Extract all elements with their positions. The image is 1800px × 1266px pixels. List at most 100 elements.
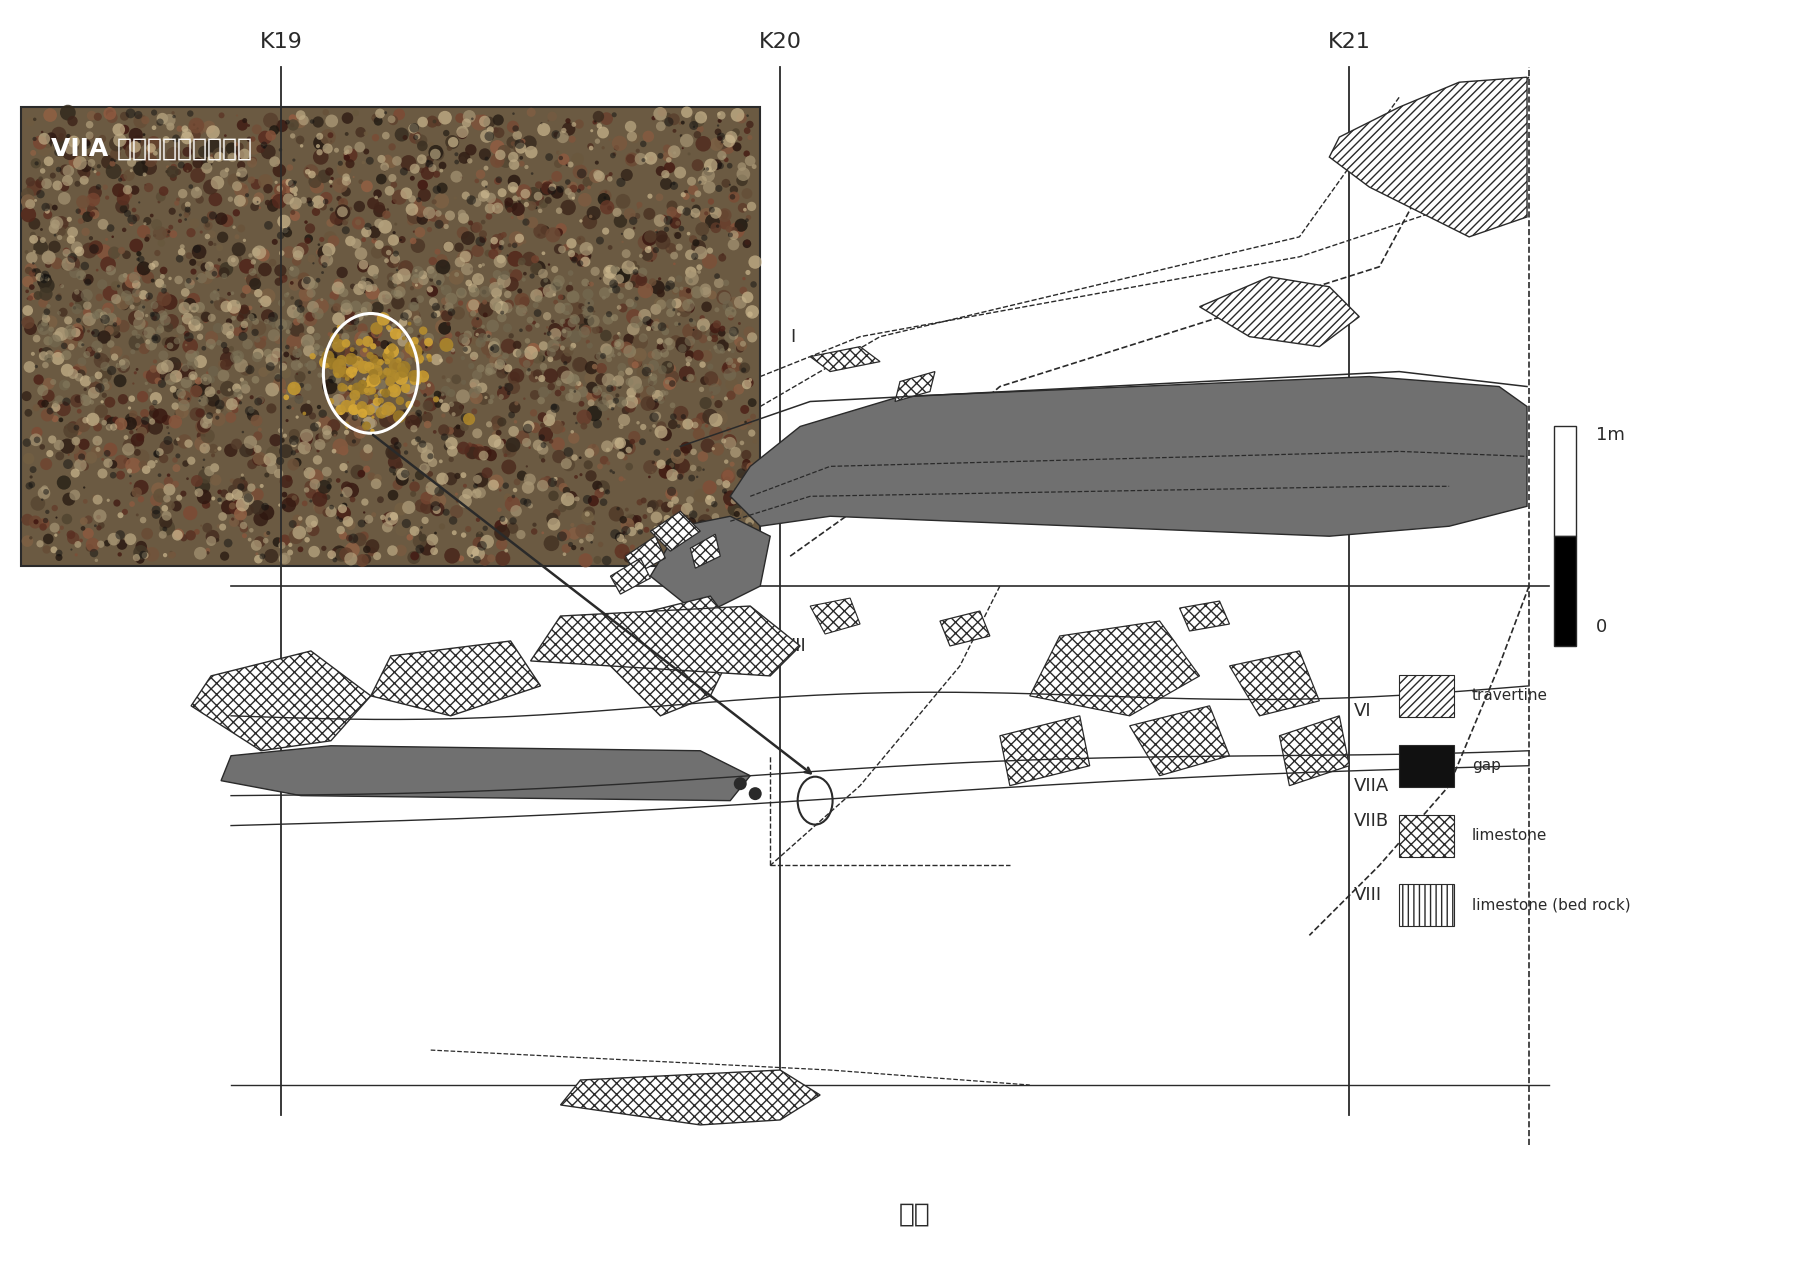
Circle shape [212, 271, 218, 276]
Circle shape [281, 190, 293, 203]
Circle shape [194, 377, 202, 385]
Circle shape [410, 439, 418, 446]
Circle shape [419, 167, 425, 173]
Circle shape [320, 192, 333, 205]
Circle shape [549, 323, 562, 337]
Circle shape [304, 363, 308, 367]
Circle shape [599, 287, 610, 299]
Circle shape [410, 527, 419, 536]
Circle shape [526, 324, 533, 332]
Circle shape [437, 111, 452, 124]
Circle shape [320, 253, 333, 266]
Circle shape [293, 114, 306, 128]
Circle shape [664, 515, 671, 522]
Circle shape [333, 357, 342, 367]
Polygon shape [650, 511, 700, 551]
Circle shape [468, 220, 473, 225]
Circle shape [227, 173, 241, 187]
Circle shape [68, 303, 74, 306]
Circle shape [216, 538, 220, 542]
Circle shape [185, 343, 187, 347]
Circle shape [295, 135, 304, 144]
Circle shape [598, 485, 603, 489]
Circle shape [207, 314, 216, 322]
Circle shape [302, 334, 313, 346]
Circle shape [239, 476, 245, 482]
Circle shape [292, 348, 302, 358]
Circle shape [396, 524, 409, 537]
Text: VI: VI [1354, 701, 1372, 720]
Circle shape [95, 268, 99, 271]
Circle shape [387, 309, 391, 313]
Circle shape [716, 479, 722, 485]
Circle shape [180, 534, 187, 542]
Circle shape [317, 149, 322, 156]
Circle shape [331, 306, 338, 313]
Circle shape [488, 341, 499, 352]
Circle shape [353, 284, 365, 295]
Circle shape [382, 210, 391, 219]
Circle shape [252, 329, 259, 335]
Circle shape [466, 299, 481, 314]
Circle shape [430, 496, 441, 506]
Circle shape [50, 523, 59, 533]
Circle shape [441, 394, 445, 396]
Circle shape [317, 133, 324, 139]
Circle shape [383, 358, 391, 365]
Circle shape [140, 343, 149, 354]
Circle shape [445, 210, 455, 220]
Circle shape [716, 111, 725, 119]
Circle shape [283, 361, 286, 366]
Circle shape [308, 546, 320, 557]
Circle shape [749, 482, 752, 486]
Circle shape [270, 351, 283, 362]
Circle shape [590, 129, 594, 132]
Circle shape [608, 280, 617, 289]
Circle shape [209, 211, 218, 219]
Circle shape [470, 267, 473, 271]
Circle shape [599, 113, 614, 125]
Circle shape [67, 253, 77, 263]
Circle shape [250, 395, 254, 399]
Bar [1399, 885, 1454, 927]
Circle shape [387, 318, 394, 324]
Circle shape [43, 337, 52, 346]
Circle shape [326, 506, 337, 518]
Circle shape [304, 481, 317, 492]
Circle shape [650, 304, 661, 315]
Circle shape [378, 360, 383, 365]
Circle shape [493, 199, 495, 201]
Circle shape [234, 358, 248, 372]
Circle shape [115, 422, 124, 429]
Circle shape [553, 300, 558, 304]
Circle shape [344, 151, 347, 154]
Circle shape [329, 211, 344, 225]
Circle shape [409, 481, 419, 492]
Circle shape [304, 468, 306, 471]
Circle shape [387, 456, 401, 468]
Circle shape [662, 377, 677, 390]
Circle shape [225, 399, 239, 414]
Circle shape [81, 243, 97, 258]
Circle shape [232, 209, 239, 216]
Circle shape [106, 417, 119, 430]
Circle shape [572, 165, 587, 180]
Circle shape [79, 168, 90, 179]
Circle shape [360, 422, 365, 425]
Circle shape [247, 137, 252, 142]
Circle shape [617, 439, 634, 453]
Circle shape [499, 246, 504, 251]
Circle shape [268, 311, 277, 322]
Circle shape [194, 253, 203, 261]
Circle shape [171, 403, 178, 410]
Circle shape [67, 134, 70, 138]
Circle shape [668, 492, 673, 498]
Circle shape [598, 463, 603, 470]
Circle shape [387, 384, 401, 398]
Circle shape [401, 337, 407, 341]
Circle shape [508, 175, 520, 187]
Circle shape [162, 289, 166, 292]
Circle shape [367, 547, 376, 556]
Circle shape [95, 171, 101, 176]
Circle shape [646, 319, 653, 327]
